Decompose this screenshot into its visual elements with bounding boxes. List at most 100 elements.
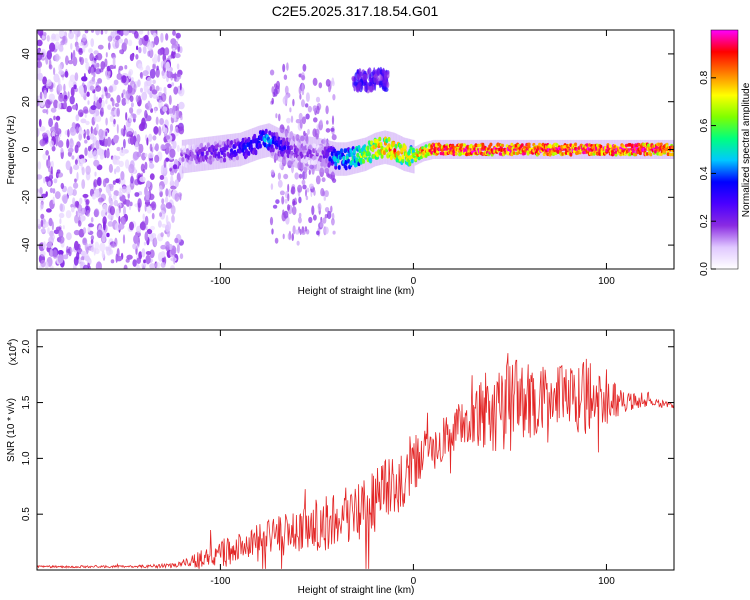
scatter-blob bbox=[91, 30, 94, 33]
ridge-blob bbox=[392, 141, 396, 147]
scatter-blob bbox=[95, 85, 102, 92]
ridge-halo bbox=[312, 137, 314, 171]
ridge-blob bbox=[382, 150, 387, 156]
ridge-blob bbox=[659, 142, 663, 147]
ridge-core bbox=[445, 148, 447, 151]
streak-blob bbox=[353, 76, 356, 83]
scatter-blob bbox=[58, 93, 64, 102]
scatter-blob bbox=[152, 79, 156, 85]
ridge-core bbox=[478, 148, 480, 151]
ridge-blob bbox=[668, 152, 673, 157]
ridge-blob bbox=[394, 144, 398, 149]
scatter-blob bbox=[83, 109, 89, 114]
ridge-halo bbox=[286, 130, 288, 165]
scatter-blob bbox=[86, 209, 90, 217]
streak-blob bbox=[359, 71, 363, 77]
snr-y-label: SNR (10 * v/v) bbox=[6, 398, 17, 462]
ridge-blob bbox=[302, 141, 307, 147]
scatter-blob bbox=[90, 239, 94, 245]
scatter-blob bbox=[113, 134, 119, 144]
scatter-blob bbox=[148, 48, 154, 59]
ridge-blob bbox=[403, 145, 407, 150]
scatter-blob bbox=[163, 86, 167, 93]
ridge-halo bbox=[396, 133, 398, 168]
streak-blob bbox=[286, 117, 291, 124]
scatter-blob bbox=[105, 99, 108, 105]
scatter-blob bbox=[160, 232, 164, 238]
scatter-blob bbox=[42, 241, 47, 250]
scatter-blob bbox=[70, 247, 73, 254]
scatter-blob bbox=[170, 265, 175, 269]
ridge-core bbox=[655, 148, 657, 151]
scatter-blob bbox=[71, 104, 78, 110]
scatter-blob bbox=[54, 191, 61, 200]
scatter-blob bbox=[88, 48, 93, 54]
ridge-core bbox=[614, 148, 617, 151]
streak-blob bbox=[290, 186, 296, 195]
scatter-blob bbox=[74, 72, 79, 82]
ridge-blob bbox=[286, 145, 290, 151]
scatter-blob bbox=[149, 143, 153, 152]
scatter-blob bbox=[41, 140, 46, 145]
colorbar-tick-label: 0.2 bbox=[699, 214, 710, 228]
scatter-blob bbox=[119, 49, 123, 54]
ridge-blob bbox=[347, 158, 351, 164]
scatter-blob bbox=[114, 155, 121, 160]
ridge-halo bbox=[315, 137, 317, 171]
scatter-blob bbox=[101, 233, 106, 243]
streak-blob bbox=[275, 113, 278, 119]
streak-blob bbox=[284, 74, 287, 80]
scatter-blob bbox=[63, 101, 67, 109]
scatter-blob bbox=[79, 57, 84, 65]
streak-blob bbox=[296, 240, 300, 246]
ridge-blob bbox=[638, 151, 643, 155]
streak-blob bbox=[295, 229, 300, 235]
scatter-blob bbox=[37, 218, 41, 227]
scatter-blob bbox=[76, 171, 79, 181]
ridge-blob bbox=[608, 144, 612, 148]
scatter-blob bbox=[118, 65, 124, 71]
y-tick-label: 0.5 bbox=[21, 507, 32, 521]
streak-blob bbox=[325, 79, 331, 87]
scatter-blob bbox=[138, 251, 143, 260]
scatter-blob bbox=[162, 106, 168, 113]
scatter-blob bbox=[105, 92, 111, 99]
scatter-blob bbox=[69, 95, 75, 105]
ridge-blob bbox=[653, 149, 658, 154]
y-tick-label: -40 bbox=[21, 237, 32, 252]
ridge-core bbox=[632, 148, 634, 151]
streak-blob bbox=[301, 75, 306, 81]
ridge-halo bbox=[225, 134, 227, 168]
ridge-halo bbox=[304, 136, 306, 170]
scatter-blob bbox=[71, 206, 75, 213]
scatter-blob bbox=[146, 228, 153, 235]
streak-blob bbox=[304, 226, 308, 232]
ridge-halo bbox=[319, 138, 321, 172]
scatter-blob bbox=[67, 147, 74, 153]
scatter-blob bbox=[145, 254, 151, 265]
ridge-blob bbox=[379, 142, 383, 147]
scatter-blob bbox=[74, 159, 78, 165]
streak-blob bbox=[301, 88, 305, 96]
ridge-core bbox=[492, 148, 494, 151]
scatter-blob bbox=[129, 221, 134, 231]
scatter-blob bbox=[78, 47, 83, 56]
scatter-blob bbox=[169, 148, 176, 158]
scatter-blob bbox=[68, 31, 74, 40]
scatter-blob bbox=[125, 120, 132, 128]
scatter-blob bbox=[176, 144, 180, 153]
scatter-blob bbox=[67, 129, 70, 138]
scatter-blob bbox=[74, 240, 79, 251]
scatter-blob bbox=[146, 76, 152, 87]
streak-blob bbox=[313, 214, 317, 221]
ridge-halo bbox=[374, 133, 376, 167]
streak-blob bbox=[308, 169, 311, 175]
streak-blob bbox=[305, 103, 309, 108]
scatter-blob bbox=[144, 109, 148, 119]
streak-blob bbox=[319, 119, 323, 126]
scatter-blob bbox=[104, 58, 108, 67]
streak-blob bbox=[270, 169, 275, 176]
scatter-blob bbox=[37, 161, 42, 170]
scatter-blob bbox=[160, 203, 166, 212]
